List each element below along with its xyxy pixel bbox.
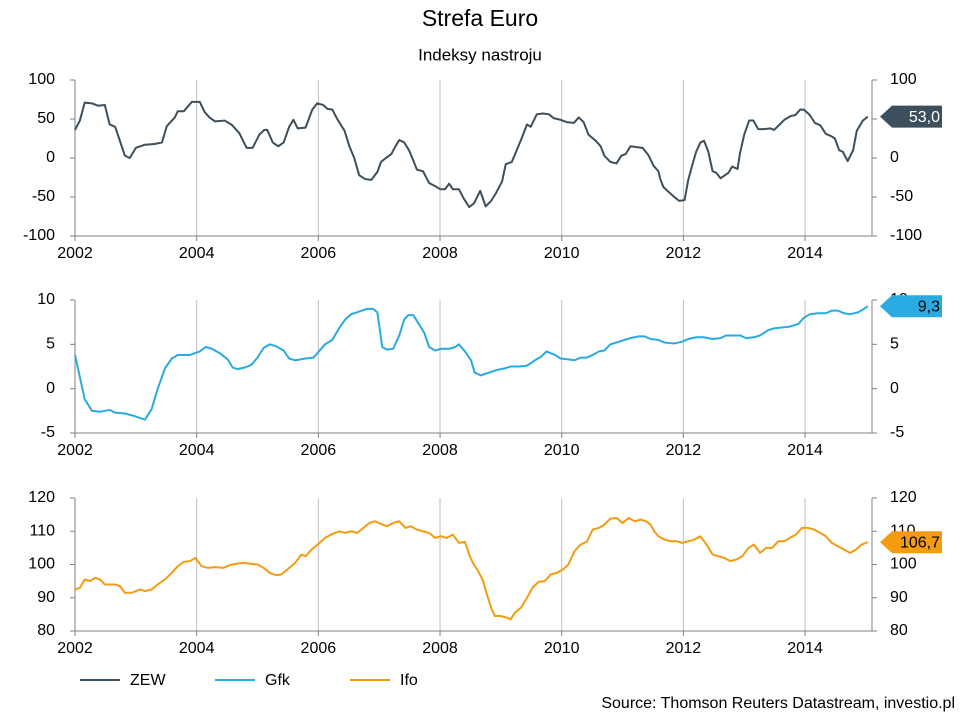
x-tick-label: 2002: [57, 442, 93, 459]
legend-label: Ifo: [400, 672, 418, 689]
x-tick-label: 2006: [301, 640, 337, 657]
end-value-label: 9,3: [918, 298, 940, 315]
legend-label: ZEW: [130, 672, 166, 689]
x-tick-label: 2008: [422, 442, 458, 459]
y-tick-label: 10: [37, 291, 55, 308]
end-value-tag: [880, 295, 942, 318]
x-tick-label: 2002: [57, 245, 93, 262]
data-line: [74, 516, 869, 621]
end-value-label: 53,0: [909, 109, 940, 126]
x-tick-label: 2010: [544, 442, 580, 459]
x-tick-label: 2012: [666, 245, 702, 262]
end-value-label: 106,7: [900, 534, 940, 551]
x-tick-label: 2010: [544, 640, 580, 657]
y-tick-label: -5: [41, 424, 55, 441]
x-tick-label: 2012: [666, 442, 702, 459]
x-tick-label: 2004: [179, 640, 215, 657]
y-tick-label: 90: [37, 589, 55, 606]
x-tick-label: 2006: [301, 442, 337, 459]
x-tick-label: 2012: [666, 640, 702, 657]
y2-tick-label: -50: [890, 188, 913, 205]
y2-tick-label: 100: [890, 556, 917, 573]
x-tick-label: 2006: [301, 245, 337, 262]
y2-tick-label: 90: [890, 589, 908, 606]
y-tick-label: -100: [23, 227, 55, 244]
y-tick-label: 100: [28, 71, 55, 88]
y2-tick-label: 0: [890, 380, 899, 397]
source-note: Source: Thomson Reuters Datastream, inve…: [601, 695, 955, 712]
x-tick-label: 2014: [787, 245, 823, 262]
x-tick-label: 2002: [57, 640, 93, 657]
legend-label: Gfk: [265, 672, 291, 689]
y-tick-label: 110: [29, 522, 55, 539]
y2-tick-label: 120: [890, 489, 917, 506]
x-tick-label: 2010: [544, 245, 580, 262]
data-line: [74, 305, 869, 421]
y-tick-label: 5: [46, 336, 55, 353]
end-value-tag: [880, 105, 942, 128]
y-tick-label: 80: [37, 622, 55, 639]
y2-tick-label: 80: [890, 622, 908, 639]
y-tick-label: -50: [32, 188, 55, 205]
chart-title: Strefa Euro: [422, 5, 538, 31]
x-tick-label: 2004: [179, 442, 215, 459]
y2-tick-label: 5: [890, 336, 899, 353]
x-tick-label: 2004: [179, 245, 215, 262]
x-tick-label: 2014: [787, 442, 823, 459]
chart-subtitle: Indeksy nastroju: [418, 45, 542, 64]
y2-tick-label: 0: [890, 149, 899, 166]
y2-tick-label: -5: [890, 424, 904, 441]
y-tick-label: 50: [37, 110, 55, 127]
end-value-tag: [880, 531, 942, 554]
y2-tick-label: -100: [890, 227, 922, 244]
x-tick-label: 2008: [422, 245, 458, 262]
y-tick-label: 120: [28, 489, 55, 506]
data-line: [74, 100, 869, 209]
y-tick-label: 0: [46, 149, 55, 166]
x-tick-label: 2008: [422, 640, 458, 657]
y2-tick-label: 100: [890, 71, 917, 88]
x-tick-label: 2014: [787, 640, 823, 657]
y-tick-label: 100: [28, 556, 55, 573]
y-tick-label: 0: [46, 380, 55, 397]
